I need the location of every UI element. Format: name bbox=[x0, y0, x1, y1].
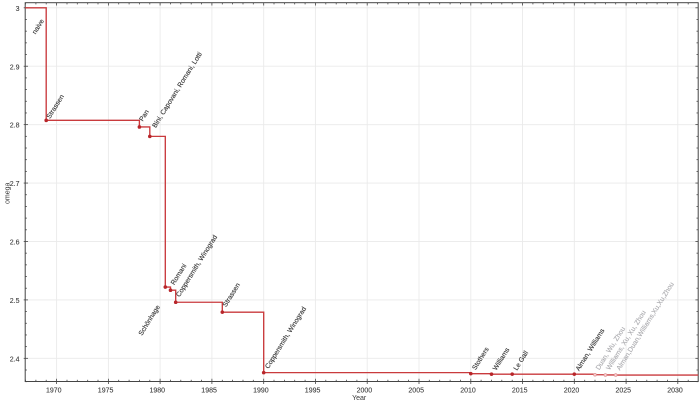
svg-text:2030: 2030 bbox=[667, 387, 683, 394]
svg-text:2005: 2005 bbox=[408, 387, 424, 394]
svg-text:2010: 2010 bbox=[460, 387, 476, 394]
svg-text:1970: 1970 bbox=[46, 387, 62, 394]
svg-text:2025: 2025 bbox=[616, 387, 632, 394]
svg-text:2.8: 2.8 bbox=[10, 123, 20, 130]
svg-text:1975: 1975 bbox=[98, 387, 114, 394]
svg-text:2.5: 2.5 bbox=[10, 298, 20, 305]
svg-text:2020: 2020 bbox=[564, 387, 580, 394]
svg-text:2.4: 2.4 bbox=[10, 356, 20, 363]
svg-text:2.9: 2.9 bbox=[10, 64, 20, 71]
svg-text:3: 3 bbox=[16, 6, 20, 13]
svg-text:2015: 2015 bbox=[512, 387, 528, 394]
svg-text:2.7: 2.7 bbox=[10, 181, 20, 188]
svg-text:1980: 1980 bbox=[150, 387, 166, 394]
svg-text:Year: Year bbox=[352, 395, 367, 402]
svg-text:2.6: 2.6 bbox=[10, 240, 20, 247]
svg-text:1985: 1985 bbox=[201, 387, 217, 394]
svg-text:omega: omega bbox=[5, 182, 12, 204]
svg-text:2000: 2000 bbox=[357, 387, 373, 394]
svg-text:1995: 1995 bbox=[305, 387, 321, 394]
svg-text:1990: 1990 bbox=[253, 387, 269, 394]
